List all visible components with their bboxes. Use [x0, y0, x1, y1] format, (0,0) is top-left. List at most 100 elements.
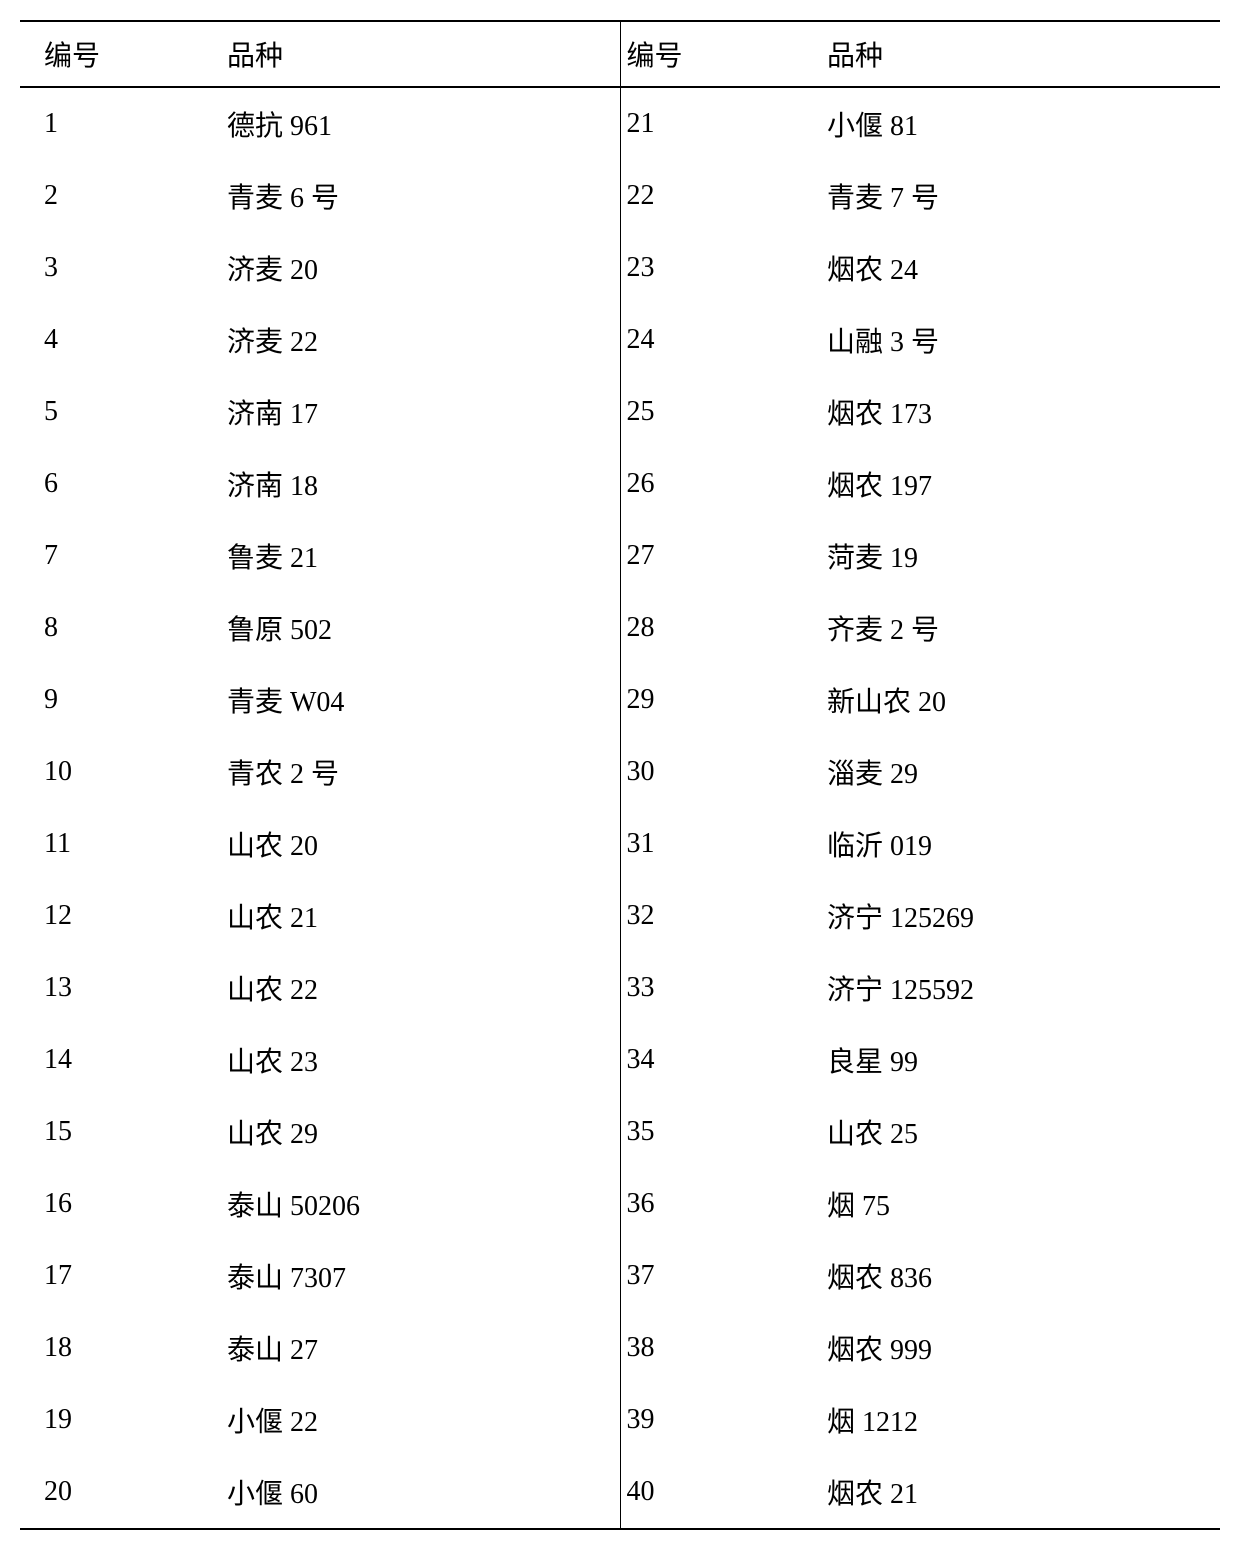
cell-variety: 烟农 21: [815, 1456, 1220, 1529]
cell-variety: 泰山 27: [215, 1312, 620, 1384]
cell-variety: 济南 17: [215, 376, 620, 448]
cell-variety: 鲁麦 21: [215, 520, 620, 592]
cell-number: 28: [620, 592, 815, 664]
cell-number: 38: [620, 1312, 815, 1384]
cell-number: 21: [620, 87, 815, 160]
cell-variety: 济宁 125592: [815, 952, 1220, 1024]
cell-number: 11: [20, 808, 215, 880]
cell-variety: 青麦 7 号: [815, 160, 1220, 232]
cell-variety: 淄麦 29: [815, 736, 1220, 808]
table-row: 17泰山 730737烟农 836: [20, 1240, 1220, 1312]
cell-variety: 山农 23: [215, 1024, 620, 1096]
cell-variety: 鲁原 502: [215, 592, 620, 664]
table-row: 11山农 2031临沂 019: [20, 808, 1220, 880]
cell-number: 29: [620, 664, 815, 736]
cell-variety: 济麦 20: [215, 232, 620, 304]
table-body: 1德抗 96121小偃 812青麦 6 号22青麦 7 号3济麦 2023烟农 …: [20, 87, 1220, 1529]
table-row: 10青农 2 号30淄麦 29: [20, 736, 1220, 808]
table-row: 1德抗 96121小偃 81: [20, 87, 1220, 160]
table-row: 7鲁麦 2127菏麦 19: [20, 520, 1220, 592]
cell-number: 10: [20, 736, 215, 808]
cell-variety: 临沂 019: [815, 808, 1220, 880]
cell-variety: 山农 20: [215, 808, 620, 880]
cell-number: 2: [20, 160, 215, 232]
cell-number: 32: [620, 880, 815, 952]
cell-number: 25: [620, 376, 815, 448]
table-row: 18泰山 2738烟农 999: [20, 1312, 1220, 1384]
cell-number: 16: [20, 1168, 215, 1240]
table-row: 5济南 1725烟农 173: [20, 376, 1220, 448]
cell-variety: 山农 21: [215, 880, 620, 952]
table-header-row: 编号 品种 编号 品种: [20, 21, 1220, 87]
cell-variety: 青麦 6 号: [215, 160, 620, 232]
cell-variety: 济宁 125269: [815, 880, 1220, 952]
cell-number: 33: [620, 952, 815, 1024]
cell-variety: 烟 1212: [815, 1384, 1220, 1456]
header-number-1: 编号: [20, 21, 215, 87]
cell-number: 3: [20, 232, 215, 304]
cell-number: 39: [620, 1384, 815, 1456]
cell-number: 30: [620, 736, 815, 808]
cell-variety: 烟农 999: [815, 1312, 1220, 1384]
table-row: 12山农 2132济宁 125269: [20, 880, 1220, 952]
cell-variety: 烟农 836: [815, 1240, 1220, 1312]
cell-number: 34: [620, 1024, 815, 1096]
table-row: 15山农 2935山农 25: [20, 1096, 1220, 1168]
cell-number: 20: [20, 1456, 215, 1529]
cell-number: 8: [20, 592, 215, 664]
cell-variety: 烟农 197: [815, 448, 1220, 520]
cell-variety: 济麦 22: [215, 304, 620, 376]
cell-variety: 山农 22: [215, 952, 620, 1024]
cell-number: 13: [20, 952, 215, 1024]
cell-variety: 济南 18: [215, 448, 620, 520]
cell-number: 5: [20, 376, 215, 448]
cell-variety: 良星 99: [815, 1024, 1220, 1096]
table-row: 19小偃 2239烟 1212: [20, 1384, 1220, 1456]
table-row: 20小偃 6040烟农 21: [20, 1456, 1220, 1529]
cell-number: 24: [620, 304, 815, 376]
cell-variety: 泰山 50206: [215, 1168, 620, 1240]
cell-variety: 山融 3 号: [815, 304, 1220, 376]
variety-table-container: 编号 品种 编号 品种 1德抗 96121小偃 812青麦 6 号22青麦 7 …: [20, 20, 1220, 1530]
cell-variety: 小偃 81: [815, 87, 1220, 160]
cell-variety: 青麦 W04: [215, 664, 620, 736]
cell-number: 22: [620, 160, 815, 232]
cell-number: 23: [620, 232, 815, 304]
cell-variety: 齐麦 2 号: [815, 592, 1220, 664]
cell-number: 35: [620, 1096, 815, 1168]
cell-number: 14: [20, 1024, 215, 1096]
cell-number: 18: [20, 1312, 215, 1384]
cell-variety: 小偃 22: [215, 1384, 620, 1456]
cell-variety: 烟农 24: [815, 232, 1220, 304]
table-row: 3济麦 2023烟农 24: [20, 232, 1220, 304]
cell-number: 37: [620, 1240, 815, 1312]
header-variety-1: 品种: [215, 21, 620, 87]
cell-variety: 新山农 20: [815, 664, 1220, 736]
cell-variety: 烟农 173: [815, 376, 1220, 448]
cell-variety: 山农 25: [815, 1096, 1220, 1168]
table-row: 9青麦 W0429新山农 20: [20, 664, 1220, 736]
cell-variety: 小偃 60: [215, 1456, 620, 1529]
cell-number: 31: [620, 808, 815, 880]
cell-variety: 泰山 7307: [215, 1240, 620, 1312]
header-variety-2: 品种: [815, 21, 1220, 87]
cell-number: 19: [20, 1384, 215, 1456]
cell-number: 27: [620, 520, 815, 592]
table-row: 16泰山 5020636烟 75: [20, 1168, 1220, 1240]
cell-number: 4: [20, 304, 215, 376]
cell-variety: 烟 75: [815, 1168, 1220, 1240]
cell-variety: 山农 29: [215, 1096, 620, 1168]
table-row: 2青麦 6 号22青麦 7 号: [20, 160, 1220, 232]
cell-number: 1: [20, 87, 215, 160]
cell-variety: 德抗 961: [215, 87, 620, 160]
cell-number: 15: [20, 1096, 215, 1168]
cell-number: 12: [20, 880, 215, 952]
table-row: 14山农 2334良星 99: [20, 1024, 1220, 1096]
cell-number: 26: [620, 448, 815, 520]
cell-number: 17: [20, 1240, 215, 1312]
cell-number: 7: [20, 520, 215, 592]
cell-number: 9: [20, 664, 215, 736]
cell-number: 40: [620, 1456, 815, 1529]
table-row: 6济南 1826烟农 197: [20, 448, 1220, 520]
table-row: 4济麦 2224山融 3 号: [20, 304, 1220, 376]
